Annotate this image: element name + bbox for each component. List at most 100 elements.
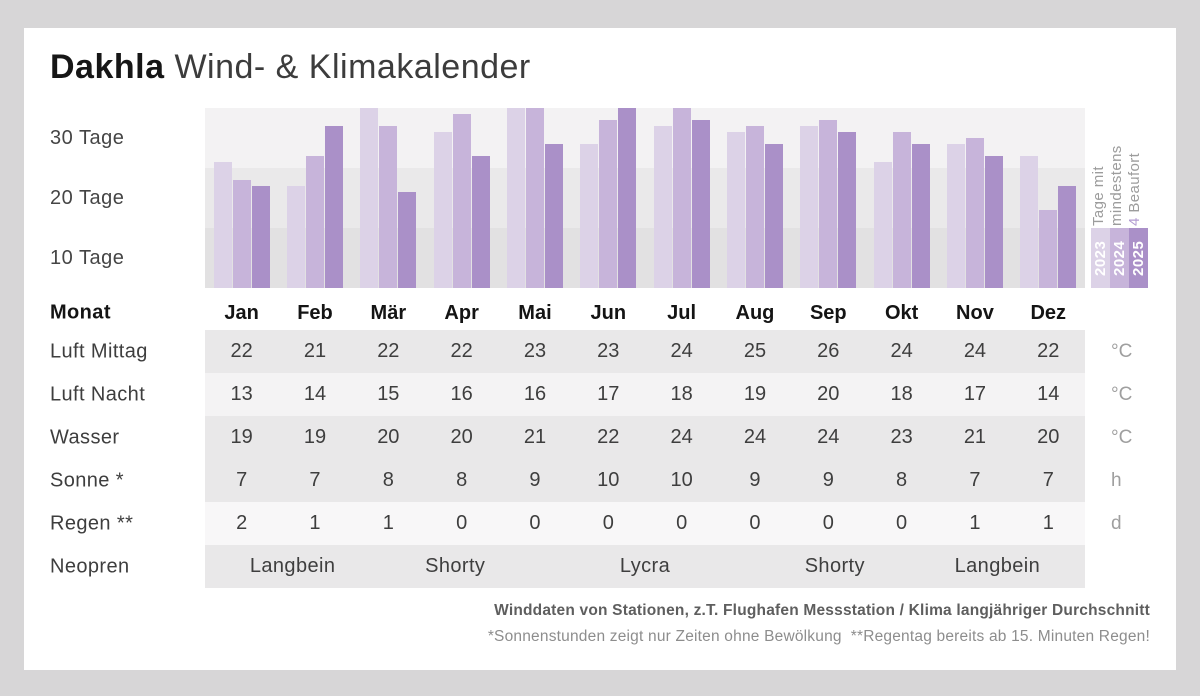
value-cell: 10 <box>597 469 620 491</box>
legend-year-2025: 2025 <box>1129 228 1148 288</box>
bar-2023-mär <box>360 108 379 288</box>
month-label-apr: Apr <box>444 301 479 324</box>
value-cell: 22 <box>450 340 473 362</box>
bar-2025-dez <box>1058 186 1077 288</box>
row-background <box>205 330 1085 373</box>
month-header-label: Monat <box>50 301 111 324</box>
row-label: Regen ** <box>50 512 134 534</box>
bar-2023-jan <box>213 162 232 288</box>
footer-source-line: Winddaten von Stationen, z.T. Flughafen … <box>494 602 1150 619</box>
grid-band <box>205 168 1085 228</box>
month-label-jan: Jan <box>224 301 259 324</box>
value-cell: 7 <box>1042 469 1054 491</box>
wetsuit-cells: Langbein Shorty Lycra Shorty Langbein <box>205 545 1085 588</box>
climate-table: Monat Jan Feb Mär Apr Mai Jun Jul Aug Sep Okt Nov De… <box>24 296 1176 588</box>
table-row: Wasser 19 19 20 20 21 22 24 24 24 23 21 20 °C <box>24 416 1176 459</box>
row-background <box>205 416 1085 459</box>
value-cell: 0 <box>896 512 908 534</box>
value-cell: 9 <box>749 469 761 491</box>
bar-2023-aug <box>726 132 745 288</box>
value-cell: 2 <box>236 512 248 534</box>
row-cells: 13 14 15 16 16 17 18 19 20 18 17 14 <box>205 373 1085 416</box>
value-cell: 20 <box>377 426 400 448</box>
unit-label: °C <box>1111 426 1133 448</box>
bar-2024-apr <box>452 114 471 288</box>
value-cell: 25 <box>743 340 767 362</box>
bar-2025-sep <box>838 132 857 288</box>
wetsuit-span-shorty: Shorty <box>425 555 486 577</box>
y-tick-label: 10 Tage <box>50 247 125 269</box>
value-cell: 26 <box>817 340 840 362</box>
month-group-sep <box>792 108 865 288</box>
chart-side-caption: Tage mit mindestens 4 Beaufort <box>1090 80 1144 226</box>
wetsuit-span-shorty: Shorty <box>804 555 865 577</box>
month-label-mär: Mär <box>370 301 407 324</box>
unit-label: d <box>1111 512 1122 534</box>
month-label-feb: Feb <box>297 301 333 324</box>
month-group-apr <box>425 108 498 288</box>
month-group-mär <box>352 108 425 288</box>
month-label-nov: Nov <box>956 301 994 324</box>
month-group-jun <box>572 108 645 288</box>
month-group-jul <box>645 108 718 288</box>
row-label: Luft Mittag <box>50 340 148 362</box>
value-cell: 22 <box>597 426 620 448</box>
footer-legend-line: *Sonnenstunden zeigt nur Zeiten ohne Bew… <box>487 628 1150 645</box>
value-cell: 21 <box>303 340 327 362</box>
value-cell: 20 <box>1037 426 1060 448</box>
wind-bar-chart <box>205 108 1085 288</box>
bar-2025-jan <box>251 186 270 288</box>
month-label-mai: Mai <box>518 301 552 324</box>
bar-2025-jun <box>618 108 637 288</box>
month-label-jul: Jul <box>667 301 697 324</box>
bar-2025-mai <box>544 144 563 288</box>
legend-year-2024: 2024 <box>1110 228 1129 288</box>
month-label-dez: Dez <box>1030 301 1067 324</box>
wetsuit-span-langbein: Langbein <box>954 555 1041 577</box>
value-cell: 0 <box>749 512 761 534</box>
row-label: Wasser <box>50 426 120 448</box>
table-row: Sonne * 7 7 8 8 9 10 10 9 9 8 7 7 h <box>24 459 1176 502</box>
bar-2025-aug <box>764 144 783 288</box>
row-cells: 2 1 1 0 0 0 0 0 0 0 1 1 <box>205 502 1085 545</box>
bar-2024-nov <box>965 138 984 288</box>
month-group-feb <box>278 108 351 288</box>
wetsuit-span-lycra: Lycra <box>619 555 671 577</box>
value-cell: 23 <box>890 426 913 448</box>
value-cell: 24 <box>817 426 840 448</box>
value-cell: 22 <box>377 340 400 362</box>
bar-2023-jul <box>653 126 672 288</box>
value-cell: 1 <box>309 512 321 534</box>
value-cell: 0 <box>676 512 688 534</box>
month-group-jan <box>205 108 278 288</box>
value-cell: 7 <box>969 469 981 491</box>
side-caption-line: 4 Beaufort <box>1126 152 1143 226</box>
value-cell: 7 <box>236 469 248 491</box>
value-cell: 19 <box>303 426 327 448</box>
row-background <box>205 373 1085 416</box>
row-label: Neopren <box>50 555 130 577</box>
value-cell: 1 <box>382 512 394 534</box>
value-cell: 16 <box>450 383 473 405</box>
bar-2025-feb <box>324 126 343 288</box>
bar-2023-mai <box>506 108 525 288</box>
value-cell: 21 <box>523 426 547 448</box>
table-row-wetsuit: Neopren Langbein Shorty Lycra Shorty Langbein <box>24 545 1176 588</box>
bar-2023-jun <box>580 144 599 288</box>
value-cell: 24 <box>963 340 987 362</box>
y-tick-label: 20 Tage <box>50 187 125 209</box>
wetsuit-span-langbein: Langbein <box>249 555 336 577</box>
side-caption-line: mindestens <box>1108 145 1125 226</box>
value-cell: 0 <box>822 512 834 534</box>
bar-2024-mär <box>379 126 398 288</box>
value-cell: 24 <box>743 426 767 448</box>
bar-2024-sep <box>819 120 838 288</box>
bar-2023-nov <box>946 144 965 288</box>
bar-2024-aug <box>745 126 764 288</box>
value-cell: 10 <box>670 469 693 491</box>
location-name: Dakhla <box>50 48 165 86</box>
value-cell: 24 <box>670 340 693 362</box>
bar-2025-okt <box>911 144 930 288</box>
month-group-dez <box>1012 108 1085 288</box>
bar-2024-okt <box>892 132 911 288</box>
